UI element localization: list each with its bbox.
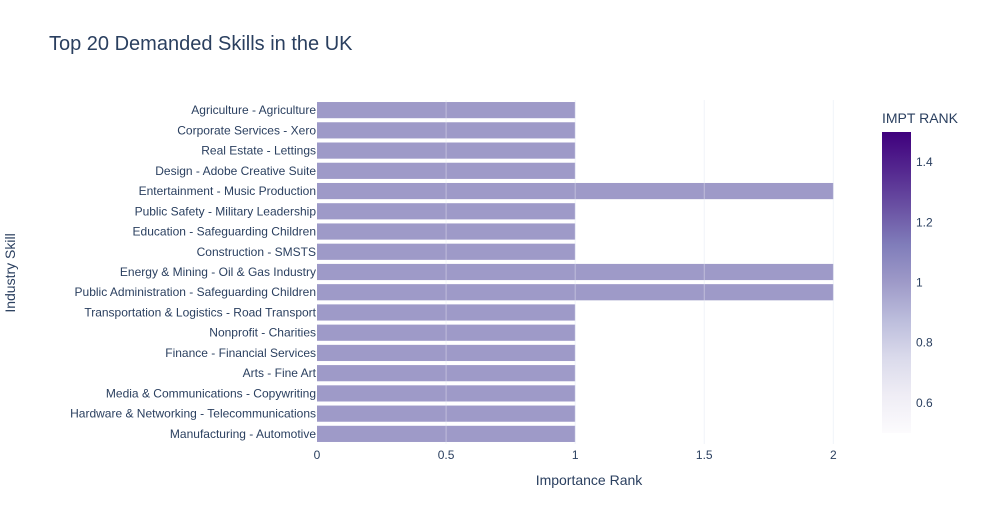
- y-tick-label: Transportation & Logistics - Road Transp…: [84, 305, 316, 319]
- bar: [317, 142, 576, 159]
- colorbar-scale: [882, 132, 911, 433]
- y-tick-label: Energy & Mining - Oil & Gas Industry: [120, 265, 316, 279]
- y-tick-label: Nonprofit - Charities: [209, 326, 316, 340]
- y-tick-label: Real Estate - Lettings: [201, 144, 316, 158]
- bar: [317, 365, 576, 382]
- bar: [317, 344, 576, 362]
- y-tick-label: Manufacturing - Automotive: [170, 427, 316, 441]
- y-axis-title: Industry Skill: [2, 233, 18, 312]
- y-tick-label: Entertainment - Music Production: [139, 184, 316, 198]
- y-tick-label: Public Administration - Safeguarding Chi…: [75, 285, 316, 299]
- y-tick-label: Public Safety - Military Leadership: [135, 204, 317, 218]
- colorbar-ticks: 0.6 0.8 1 1.2 1.4: [916, 155, 933, 410]
- colorbar-title: IMPT RANK: [882, 110, 959, 126]
- colorbar-tick-label: 1: [916, 276, 923, 290]
- bar: [317, 405, 576, 422]
- y-tick-label: Finance - Financial Services: [165, 346, 316, 360]
- y-tick-label: Education - Safeguarding Children: [133, 225, 316, 239]
- bar: [317, 223, 576, 240]
- bar: [317, 425, 576, 442]
- colorbar-tick-label: 1.2: [916, 215, 933, 229]
- bars: [317, 100, 834, 444]
- y-tick-label: Arts - Fine Art: [243, 366, 317, 380]
- bar: [317, 324, 576, 341]
- y-tick-label: Agriculture - Agriculture: [191, 103, 316, 117]
- bar: [317, 122, 576, 139]
- bar: [317, 203, 576, 220]
- x-tick-label: 1: [572, 448, 579, 462]
- bar: [317, 304, 576, 321]
- y-tick-label: Hardware & Networking - Telecommunicatio…: [70, 407, 316, 421]
- x-tick-label: 2: [830, 448, 837, 462]
- bar: [317, 243, 576, 260]
- colorbar-tick-label: 0.8: [916, 336, 933, 350]
- bar: [317, 385, 576, 402]
- bar: [317, 182, 834, 200]
- colorbar-tick-label: 1.4: [916, 155, 933, 169]
- y-tick-labels: Agriculture - Agriculture Corporate Servi…: [70, 103, 317, 441]
- x-tick-label: 1.5: [696, 448, 713, 462]
- x-tick-label: 0: [314, 448, 321, 462]
- bar: [317, 102, 576, 119]
- bar: [317, 162, 576, 179]
- colorbar-tick-label: 0.6: [916, 396, 933, 410]
- x-tick-labels: 0 0.5 1 1.5 2: [314, 448, 837, 462]
- bar: [317, 263, 834, 281]
- x-tick-label: 0.5: [438, 448, 455, 462]
- chart-title: Top 20 Demanded Skills in the UK: [49, 33, 353, 55]
- colorbar: IMPT RANK 0.6 0.8 1 1.2 1.4: [882, 110, 959, 433]
- bar: [317, 284, 834, 301]
- y-tick-label: Corporate Services - Xero: [177, 123, 316, 137]
- y-tick-label: Construction - SMSTS: [197, 245, 316, 259]
- x-axis-title: Importance Rank: [536, 472, 644, 488]
- y-tick-label: Media & Communications - Copywriting: [106, 386, 316, 400]
- y-tick-label: Design - Adobe Creative Suite: [155, 164, 316, 178]
